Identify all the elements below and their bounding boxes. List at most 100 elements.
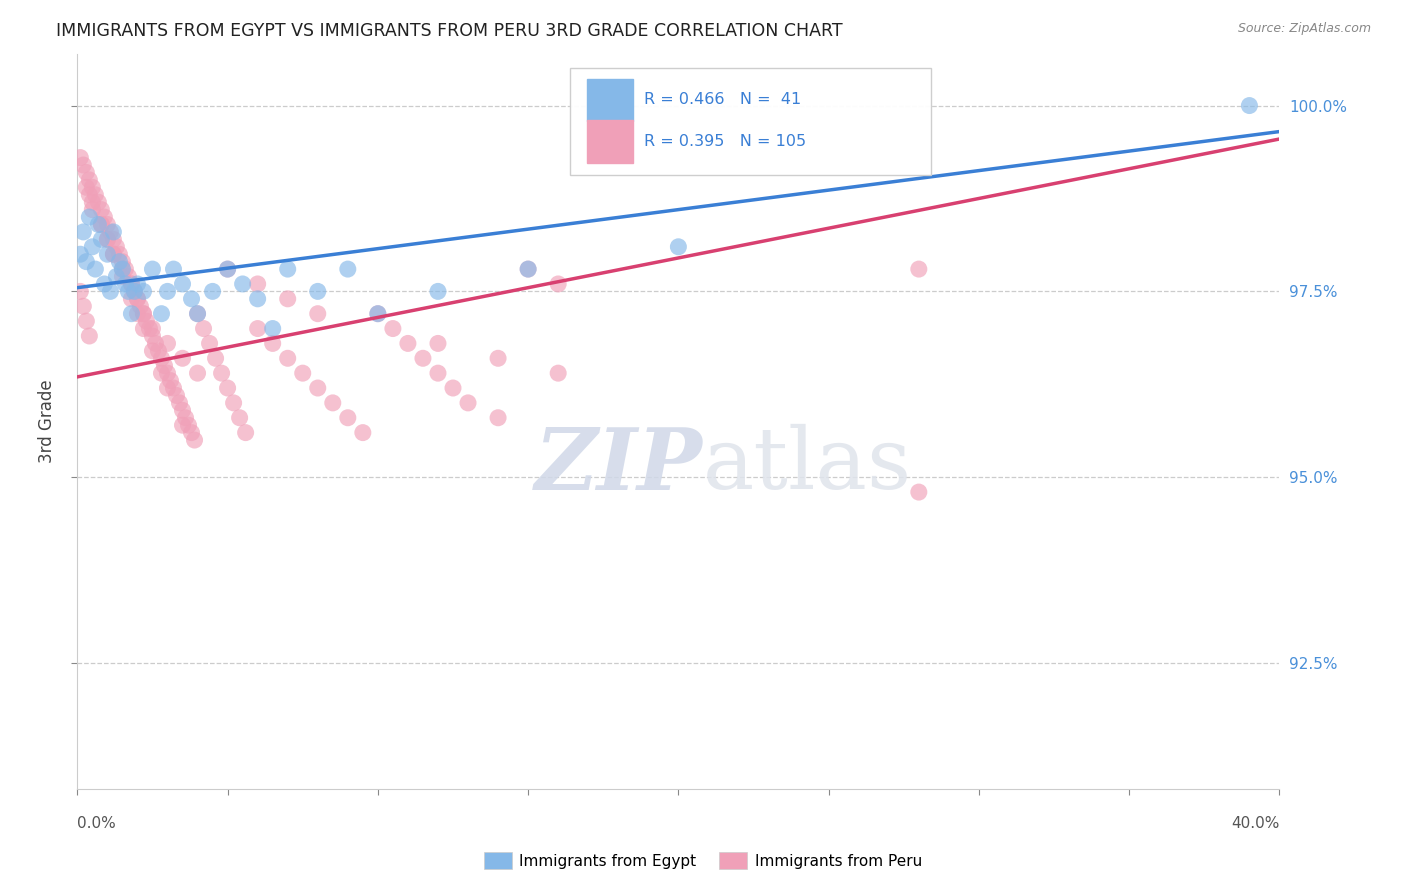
Point [93, 210, 115, 224]
Point [82, 202, 104, 217]
Point [217, 262, 239, 277]
Point [262, 321, 284, 335]
Point [79, 329, 101, 343]
Point [246, 292, 269, 306]
Point [198, 336, 221, 351]
Text: Source: ZipAtlas.com: Source: ZipAtlas.com [1237, 22, 1371, 36]
Point [217, 381, 239, 395]
Point [367, 307, 389, 321]
Point [141, 262, 163, 277]
Point [132, 321, 155, 335]
Point [228, 410, 250, 425]
Legend: Immigrants from Egypt, Immigrants from Peru: Immigrants from Egypt, Immigrants from P… [478, 846, 928, 875]
FancyBboxPatch shape [588, 120, 633, 163]
Point [72, 158, 94, 172]
FancyBboxPatch shape [588, 78, 633, 121]
Point [141, 329, 163, 343]
Point [132, 285, 155, 299]
Point [277, 292, 299, 306]
Point [201, 285, 224, 299]
Point [127, 292, 149, 306]
Point [277, 351, 299, 366]
Point [367, 307, 389, 321]
Point [120, 277, 142, 291]
Point [307, 285, 329, 299]
Point [72, 299, 94, 313]
Text: R = 0.466   N =  41: R = 0.466 N = 41 [644, 93, 801, 107]
Point [156, 336, 179, 351]
Point [457, 396, 479, 410]
Point [103, 247, 125, 261]
Point [69, 285, 91, 299]
Point [105, 240, 128, 254]
Point [127, 307, 149, 321]
Point [1239, 98, 1261, 112]
Text: 0.0%: 0.0% [77, 816, 117, 831]
Point [117, 285, 139, 299]
Point [69, 247, 91, 261]
Point [145, 336, 167, 351]
Point [169, 396, 191, 410]
Point [82, 195, 104, 210]
Point [79, 173, 101, 187]
Point [90, 218, 112, 232]
Point [291, 366, 314, 380]
Text: R = 0.395   N = 105: R = 0.395 N = 105 [644, 135, 806, 149]
Point [156, 285, 179, 299]
Point [120, 307, 142, 321]
Point [75, 254, 97, 268]
Point [124, 285, 146, 299]
Point [381, 321, 404, 335]
Point [75, 180, 97, 194]
Point [486, 351, 509, 366]
Point [135, 314, 157, 328]
Point [159, 374, 181, 388]
Point [156, 381, 179, 395]
Point [174, 410, 197, 425]
Point [100, 285, 122, 299]
Point [153, 359, 176, 373]
Point [486, 410, 509, 425]
Point [90, 202, 112, 217]
Point [132, 307, 155, 321]
Point [111, 254, 134, 268]
Text: ZIP: ZIP [534, 424, 703, 508]
Point [908, 485, 931, 500]
Point [114, 277, 136, 291]
Point [204, 351, 226, 366]
Point [517, 262, 540, 277]
Point [72, 225, 94, 239]
Point [90, 218, 112, 232]
Point [75, 165, 97, 179]
Point [69, 151, 91, 165]
Point [307, 307, 329, 321]
Point [262, 336, 284, 351]
Point [127, 277, 149, 291]
Point [93, 277, 115, 291]
Point [246, 277, 269, 291]
Point [96, 218, 118, 232]
Point [111, 262, 134, 277]
Point [183, 433, 205, 447]
Point [82, 180, 104, 194]
Point [246, 321, 269, 335]
Point [396, 336, 419, 351]
Point [150, 366, 173, 380]
Point [187, 307, 209, 321]
Point [87, 218, 110, 232]
Point [105, 269, 128, 284]
Point [84, 187, 107, 202]
Point [307, 381, 329, 395]
Point [111, 269, 134, 284]
Point [162, 262, 184, 277]
Point [156, 366, 179, 380]
Point [79, 210, 101, 224]
Point [172, 403, 194, 417]
Point [547, 277, 569, 291]
Point [148, 343, 170, 358]
Point [138, 321, 160, 335]
Point [96, 247, 118, 261]
Point [336, 410, 359, 425]
Point [120, 292, 142, 306]
Point [129, 299, 152, 313]
